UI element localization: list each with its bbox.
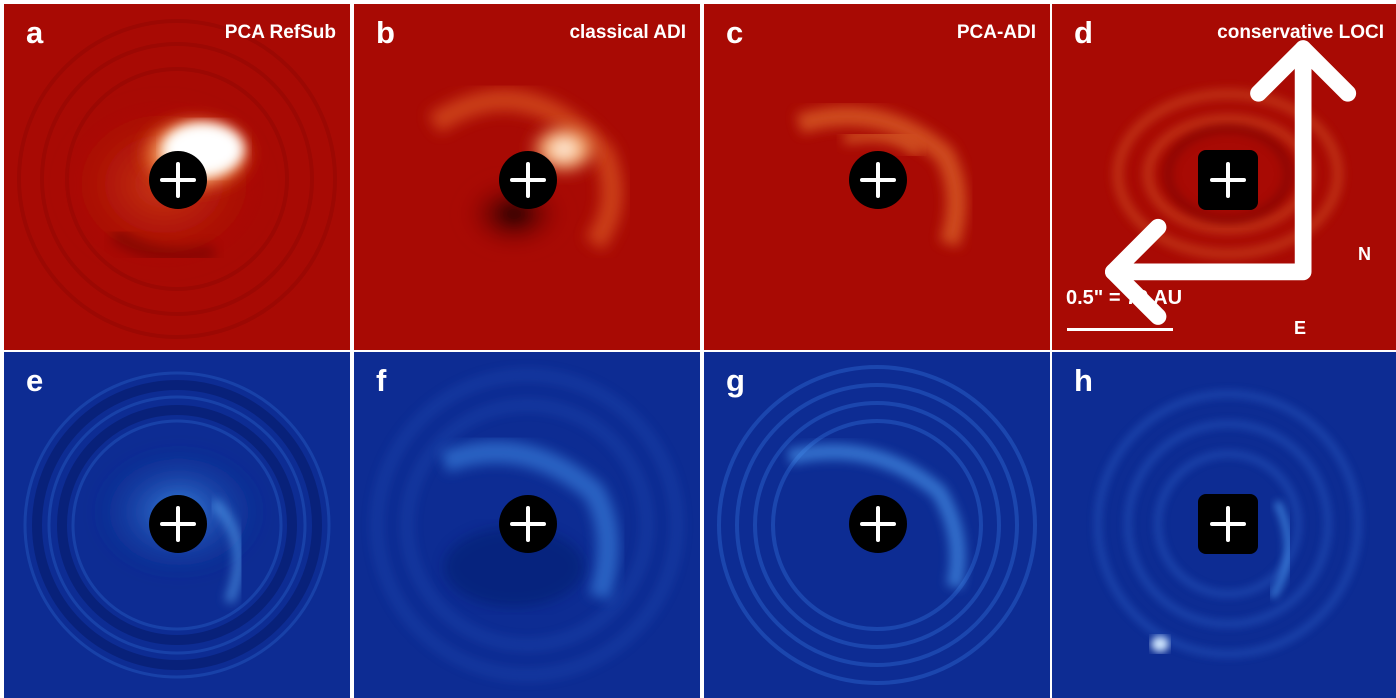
panel-method-label: PCA RefSub	[224, 22, 336, 43]
panel-g-image	[704, 352, 1050, 698]
panel-a: a PCA RefSub	[4, 4, 350, 350]
panel-letter: f	[376, 363, 387, 398]
panel-letter: b	[376, 15, 395, 50]
panel-letter: d	[1074, 15, 1093, 50]
panel-method-label: conservative LOCI	[1217, 22, 1384, 43]
plus-icon	[160, 162, 196, 198]
panel-e: e	[4, 352, 350, 698]
panel-f: f	[354, 352, 700, 698]
plus-icon	[510, 162, 546, 198]
plus-icon	[860, 162, 896, 198]
panel-a-image	[4, 4, 350, 350]
panel-h: h	[1052, 352, 1396, 698]
panel-c-image	[704, 4, 1050, 350]
scale-bar	[1067, 328, 1173, 331]
panel-b-image	[354, 4, 700, 350]
compass-north-label: N	[1358, 244, 1371, 264]
panel-d-image	[1052, 4, 1396, 350]
panel-method-label: classical ADI	[569, 22, 686, 43]
panel-b: b classical ADI	[354, 4, 700, 350]
panel-letter: g	[726, 363, 745, 398]
compass-arrows-icon	[1105, 40, 1357, 325]
panel-h-image	[1052, 352, 1396, 698]
plus-icon	[510, 506, 546, 542]
panel-f-image	[354, 352, 700, 698]
plus-icon	[160, 506, 196, 542]
plus-icon	[1210, 162, 1246, 198]
plus-icon	[1210, 506, 1246, 542]
panel-d: d conservative LOCI 0.5" = 70 AU N E	[1052, 4, 1396, 350]
panel-letter: h	[1074, 363, 1093, 398]
panel-e-image	[4, 352, 350, 698]
panel-method-label: PCA-ADI	[956, 22, 1036, 43]
compass-east-label: E	[1294, 318, 1307, 338]
plus-icon	[860, 506, 896, 542]
panel-c: c PCA-ADI	[704, 4, 1050, 350]
panel-g: g	[704, 352, 1050, 698]
panel-letter: a	[26, 15, 44, 50]
panel-letter: c	[726, 15, 744, 50]
panel-letter: e	[26, 363, 44, 398]
